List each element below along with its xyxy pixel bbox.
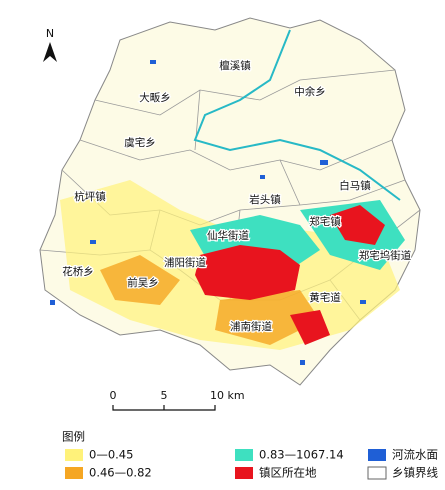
legend-swatch <box>368 449 386 461</box>
place-label: 浦南街道 <box>230 320 272 333</box>
place-label: 仙华街道 <box>207 229 249 242</box>
scale-bar <box>112 405 216 411</box>
north-label: N <box>46 27 54 40</box>
scale-label: 5 <box>161 389 168 402</box>
place-label: 虞宅乡 <box>124 136 156 149</box>
place-label: 花桥乡 <box>62 265 94 278</box>
place-label: 岩头镇 <box>249 193 281 206</box>
place-label: 郑宅坞街道 <box>359 249 412 262</box>
place-label: 郑宅镇 <box>309 215 341 228</box>
place-label: 前吴乡 <box>127 276 159 289</box>
legend-label: 0.46—0.82 <box>89 466 152 480</box>
scale-label: 10 km <box>210 389 245 402</box>
legend-title: 图例 <box>62 430 85 444</box>
river <box>193 29 401 201</box>
legend-swatch <box>65 467 83 479</box>
place-label: 浦阳街道 <box>164 256 206 269</box>
place-label: 白马镇 <box>339 179 371 192</box>
legend-swatch <box>235 449 253 461</box>
legend-label: 乡镇界线 <box>392 466 438 480</box>
legend-swatch <box>367 466 387 480</box>
place-label: 杭坪镇 <box>74 190 106 203</box>
sensitivity-patches <box>50 60 405 365</box>
place-label: 大畈乡 <box>139 91 171 104</box>
north-arrow <box>43 42 57 62</box>
place-label: 中余乡 <box>294 85 326 98</box>
place-label: 黄宅道 <box>309 291 341 304</box>
legend-label: 0.83—1067.14 <box>259 448 344 462</box>
legend-label: 河流水面 <box>392 448 438 462</box>
legend-swatch <box>235 467 253 479</box>
legend-label: 0—0.45 <box>89 448 133 462</box>
scale-label: 0 <box>110 389 117 402</box>
place-label: 檀溪镇 <box>219 59 251 72</box>
legend-swatch <box>65 449 83 461</box>
legend-label: 镇区所在地 <box>259 466 317 480</box>
